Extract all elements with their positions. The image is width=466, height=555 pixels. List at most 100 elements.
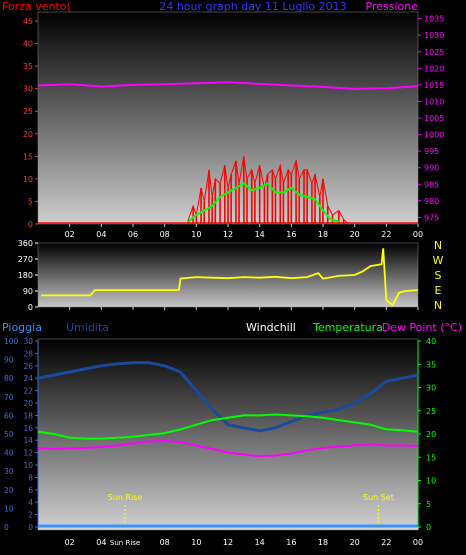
pressure-tick-label: 1020 [424, 64, 444, 73]
humidity-tick-label: 4 [28, 498, 33, 507]
temperature-tick-label: 0 [426, 523, 431, 532]
top-x-tick-label: 12 [223, 230, 233, 239]
bottom-x-tick-label: 10 [191, 538, 201, 547]
chart-title: 24 hour graph day 11 Luglio 2013 [159, 0, 346, 13]
temperature-tick-label: 40 [426, 337, 436, 346]
wind-tick-label: 35 [23, 62, 33, 71]
bottom-x-tick-label: 18 [318, 538, 328, 547]
wind-tick-label: 30 [23, 85, 33, 94]
dewpoint-label: Dew Point (°C) [382, 321, 462, 334]
temperature-tick-label: 35 [426, 360, 436, 369]
pressure-tick-label: 1015 [424, 81, 444, 90]
top-x-tick-label: 06 [128, 230, 138, 239]
pressure-tick-label: 980 [424, 197, 439, 206]
pressure-tick-label: 1035 [424, 15, 444, 24]
rain-tick-label: 90 [4, 356, 14, 365]
humidity-tick-label: 28 [23, 349, 33, 358]
bottom-x-tick-label: 00 [413, 538, 423, 547]
wind-gust-line [187, 156, 349, 225]
humidity-tick-label: 26 [23, 362, 33, 371]
rain-tick-label: 70 [4, 393, 14, 402]
temperature-tick-label: 30 [426, 384, 436, 393]
humidity-label: Umidita [66, 321, 109, 334]
wind-direction-line [41, 248, 419, 307]
bottom-x-tick-label: 04 [96, 538, 106, 547]
pressure-tick-label: 990 [424, 164, 439, 173]
dewpoint-line [37, 439, 419, 458]
wind-tick-label: 20 [23, 130, 33, 139]
top-x-tick-label: 00 [413, 230, 423, 239]
bottom-x-tick-label: 08 [160, 538, 170, 547]
bottom-x-tick-label: 22 [381, 538, 391, 547]
pressure-tick-label: 975 [424, 213, 439, 222]
top-x-tick-label: 16 [286, 230, 296, 239]
wind-tick-label: 0 [28, 220, 33, 229]
top-x-tick-label: 02 [65, 230, 75, 239]
bottom-x-tick-label: 12 [223, 538, 233, 547]
humidity-tick-label: 24 [23, 374, 33, 383]
direction-tick-label: 360 [18, 239, 33, 248]
bottom-x-tick-label: 20 [350, 538, 360, 547]
pressure-tick-label: 1025 [424, 48, 444, 57]
temperature-label: Temperatura [312, 321, 383, 334]
bottom-x-tick-label: 02 [65, 538, 75, 547]
direction-tick-label: 0 [28, 303, 33, 312]
humidity-tick-label: 22 [23, 387, 33, 396]
direction-tick-label: 180 [18, 271, 33, 280]
humidity-line [37, 361, 419, 433]
compass-label: W [433, 254, 444, 267]
wind-tick-label: 40 [23, 40, 33, 49]
pressure-tick-label: 985 [424, 180, 439, 189]
top-x-tick-label: 22 [381, 230, 391, 239]
wind-tick-label: 15 [23, 152, 33, 161]
compass-label: N [434, 239, 442, 252]
rain-tick-label: 20 [4, 486, 14, 495]
humidity-tick-label: 2 [28, 511, 33, 520]
windchill-label: Windchill [246, 321, 296, 334]
pressure-tick-label: 1000 [424, 131, 444, 140]
temperature-tick-label: 15 [426, 453, 436, 462]
humidity-tick-label: 16 [23, 424, 33, 433]
humidity-tick-label: 14 [23, 436, 33, 445]
rain-tick-label: 30 [4, 467, 14, 476]
pressure-tick-label: 1030 [424, 31, 444, 40]
direction-tick-label: 270 [18, 255, 33, 264]
pressure-tick-label: 1005 [424, 114, 444, 123]
humidity-tick-label: 0 [28, 523, 33, 532]
rain-tick-label: 10 [4, 504, 14, 513]
bottom-x-tick-label: 14 [255, 538, 265, 547]
humidity-tick-label: 12 [23, 449, 33, 458]
wind-tick-label: 5 [28, 197, 33, 206]
direction-plot-area [37, 242, 419, 308]
sun-rise-axis-label: Sun Rise [110, 539, 140, 547]
wind-tick-label: 25 [23, 107, 33, 116]
compass-label: N [434, 299, 442, 312]
rain-tick-label: 60 [4, 411, 14, 420]
sun-rise-label: Sun Rise [108, 493, 143, 502]
pressure-line [37, 81, 419, 90]
bottom-plot-area [37, 338, 419, 531]
pressure-tick-label: 995 [424, 147, 439, 156]
top-x-tick-label: 04 [96, 230, 106, 239]
top-x-tick-label: 14 [255, 230, 265, 239]
top-x-tick-label: 08 [160, 230, 170, 239]
humidity-tick-label: 20 [23, 399, 33, 408]
compass-label: E [435, 284, 442, 297]
humidity-tick-label: 6 [28, 486, 33, 495]
rain-tick-label: 80 [4, 374, 14, 383]
sun-set-label: Sun Set [363, 493, 394, 502]
wind-tick-label: 45 [23, 17, 33, 26]
compass-label: S [435, 269, 442, 282]
humidity-tick-label: 10 [23, 461, 33, 470]
top-x-tick-label: 20 [350, 230, 360, 239]
temperature-tick-label: 5 [426, 500, 431, 509]
temperature-tick-label: 25 [426, 407, 436, 416]
rain-tick-label: 100 [4, 337, 19, 346]
rain-tick-label: 50 [4, 430, 14, 439]
temperature-tick-label: 10 [426, 477, 436, 486]
humidity-tick-label: 18 [23, 411, 33, 420]
rain-tick-label: 0 [4, 523, 9, 532]
rain-tick-label: 40 [4, 449, 14, 458]
direction-tick-label: 90 [23, 287, 33, 296]
